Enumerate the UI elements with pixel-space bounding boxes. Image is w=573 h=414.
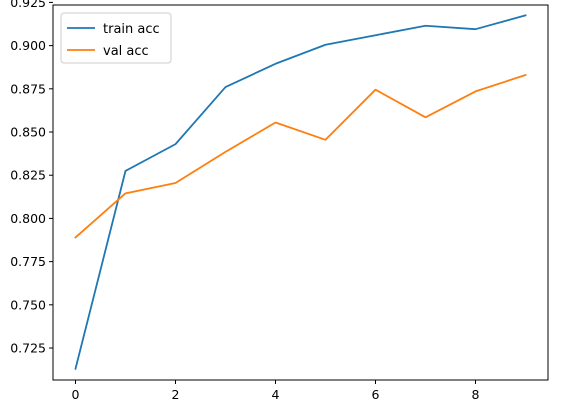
y-tick-label: 0.775 bbox=[10, 254, 46, 269]
legend-label-train-acc: train acc bbox=[103, 22, 160, 37]
y-tick-label: 0.900 bbox=[10, 38, 46, 53]
x-tick-label: 6 bbox=[372, 387, 380, 402]
x-tick-label: 8 bbox=[472, 387, 480, 402]
series-line-train-acc bbox=[74, 14, 527, 370]
y-tick-label: 0.800 bbox=[10, 211, 46, 226]
y-tick-label: 0.925 bbox=[10, 0, 46, 10]
x-tick-label: 2 bbox=[172, 387, 180, 402]
legend-label-val-acc: val acc bbox=[103, 44, 149, 59]
x-axis: 0 2 4 6 8 bbox=[72, 380, 480, 402]
plot-frame bbox=[52, 4, 549, 381]
legend: train acc val acc bbox=[60, 12, 172, 64]
y-tick-label: 0.825 bbox=[10, 168, 46, 183]
y-tick-label: 0.750 bbox=[10, 297, 46, 312]
series-line-val-acc bbox=[74, 73, 527, 239]
x-tick-label: 0 bbox=[72, 387, 80, 402]
y-tick-label: 0.725 bbox=[10, 341, 46, 356]
y-axis: 0.725 0.750 0.775 0.800 0.825 0.850 0.875 0.900… bbox=[10, 0, 53, 356]
series-lines bbox=[74, 14, 527, 370]
x-tick-label: 4 bbox=[272, 387, 280, 402]
y-tick-label: 0.875 bbox=[10, 81, 46, 96]
y-tick-label: 0.850 bbox=[10, 125, 46, 140]
